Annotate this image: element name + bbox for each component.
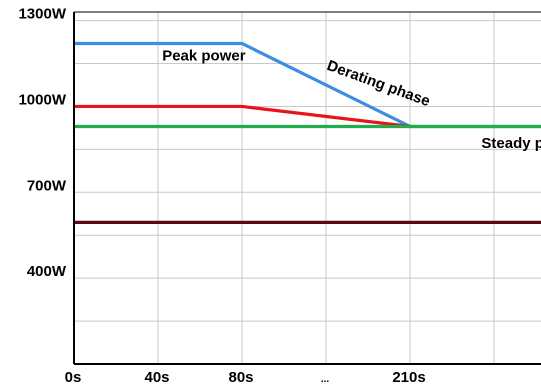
x-tick-label: 40s <box>144 369 169 385</box>
y-tick-label: 1000W <box>18 91 66 108</box>
x-tick-labels: 0s 40s 80s... 210s <box>65 369 426 385</box>
axes <box>74 12 541 364</box>
x-tick-label: ... <box>321 374 330 385</box>
series-lines <box>74 43 541 222</box>
gridlines <box>74 12 541 364</box>
y-tick-labels: 1300W 1000W 700W 400W <box>18 6 66 281</box>
annotation-label: Peak power <box>162 48 246 65</box>
x-tick-label: 210s <box>392 369 425 385</box>
y-tick-label: 400W <box>27 263 67 280</box>
annotation-label: Derating phase <box>325 57 433 110</box>
x-tick-label: 0s <box>65 369 82 385</box>
x-tick-label: 80s <box>228 369 253 385</box>
y-tick-label: 1300W <box>18 6 66 23</box>
y-tick-label: 700W <box>27 177 67 194</box>
annotation-label: Steady power <box>481 135 541 152</box>
